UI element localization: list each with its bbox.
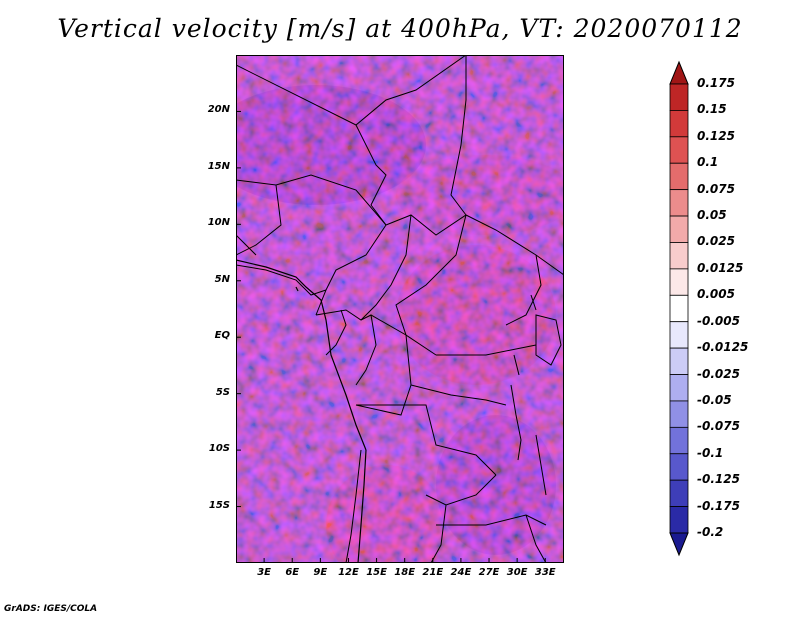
lon-tick-label: 18E	[394, 567, 416, 578]
colorbar-segment	[669, 321, 689, 349]
colorbar-tick-label: 0.15	[697, 102, 727, 117]
lon-tick-label: 6E	[285, 567, 300, 578]
lon-tick-label: 30E	[506, 567, 528, 578]
lon-tick-label: 9E	[313, 567, 328, 578]
lat-tick-label: 10S	[208, 443, 230, 455]
lat-tick-label: 20N	[207, 104, 230, 116]
colorbar-tick-label: 0.1	[697, 155, 719, 170]
map-title: Vertical velocity [m/s] at 400hPa, VT: 2…	[57, 14, 743, 43]
lat-tick-label: 5N	[214, 273, 230, 285]
colorbar-segment	[669, 242, 689, 270]
lake-kivu	[513, 354, 520, 376]
tick-marks	[236, 110, 546, 563]
lat-tick-label: 10N	[207, 217, 230, 229]
lakes	[510, 294, 562, 496]
lake-tanganyika	[510, 384, 522, 461]
colorbar-tick-label: -0.0125	[697, 340, 749, 355]
colorbar-segment	[669, 110, 689, 138]
colorbar-segment	[669, 268, 689, 296]
colorbar-top-arrow	[669, 60, 689, 85]
coastline	[236, 259, 367, 563]
colorbar-tick-label: -0.05	[697, 392, 732, 407]
lon-tick-label: 15E	[366, 567, 387, 578]
map-frame	[236, 55, 564, 563]
colorbar-tick-label: -0.1	[697, 445, 724, 460]
lon-tick-label: 12E	[338, 567, 359, 578]
colorbar-tick-label: 0.05	[697, 208, 727, 223]
colorbar-segment	[669, 189, 689, 217]
lat-tick-label: 15N	[207, 160, 230, 172]
lon-tick-label: 24E	[450, 567, 472, 578]
colorbar-segment	[669, 506, 689, 534]
colorbar-bottom-arrow	[669, 532, 689, 557]
map-panel	[236, 55, 564, 563]
lake-albert	[530, 294, 537, 311]
colorbar-segment	[669, 479, 689, 507]
colorbar-tick-label: 0.175	[697, 76, 735, 90]
colorbar-tick-label: -0.005	[697, 313, 740, 328]
lat-tick-label: 15S	[208, 499, 230, 511]
colorbar-tick-label: 0.0125	[697, 260, 744, 275]
lon-tick-label: 27E	[478, 567, 500, 578]
lake-malawi	[535, 434, 547, 496]
colorbar-segment	[669, 83, 689, 111]
colorbar-segment	[669, 294, 689, 323]
colorbar-segment	[669, 453, 689, 481]
colorbar-segment	[669, 374, 689, 402]
colorbar	[669, 60, 689, 557]
colorbar-segment	[669, 136, 689, 164]
colorbar-segment	[669, 162, 689, 191]
lon-tick-label: 3E	[257, 567, 271, 578]
colorbar-tick-label: 0.075	[697, 181, 735, 196]
lat-tick-label: EQ	[214, 330, 230, 342]
field-texture	[236, 55, 564, 563]
colorbar-tick-label: 0.125	[697, 128, 735, 143]
colorbar-tick-label: -0.125	[697, 472, 740, 487]
colorbar-tick-label: -0.175	[697, 498, 740, 513]
grads-credit: GrADS: IGES/COLA	[4, 604, 98, 614]
colorbar-tick-label: 0.005	[697, 287, 735, 302]
country-borders	[236, 55, 564, 563]
colorbar-segment	[669, 347, 689, 375]
lon-tick-label: 33E	[534, 567, 556, 578]
colorbar-segment	[669, 400, 689, 428]
colorbar-segment	[669, 426, 689, 455]
colorbar-tick-label: -0.075	[697, 419, 740, 434]
lat-tick-label: 5S	[215, 386, 230, 398]
colorbar-tick-label: 0.025	[697, 234, 735, 249]
colorbar-segment	[669, 215, 689, 243]
lake-victoria	[535, 314, 562, 366]
vertical-velocity-field	[236, 55, 564, 563]
colorbar-tick-label: -0.2	[697, 525, 724, 539]
lon-tick-label: 21E	[422, 567, 444, 578]
colorbar-tick-label: -0.025	[697, 366, 740, 381]
